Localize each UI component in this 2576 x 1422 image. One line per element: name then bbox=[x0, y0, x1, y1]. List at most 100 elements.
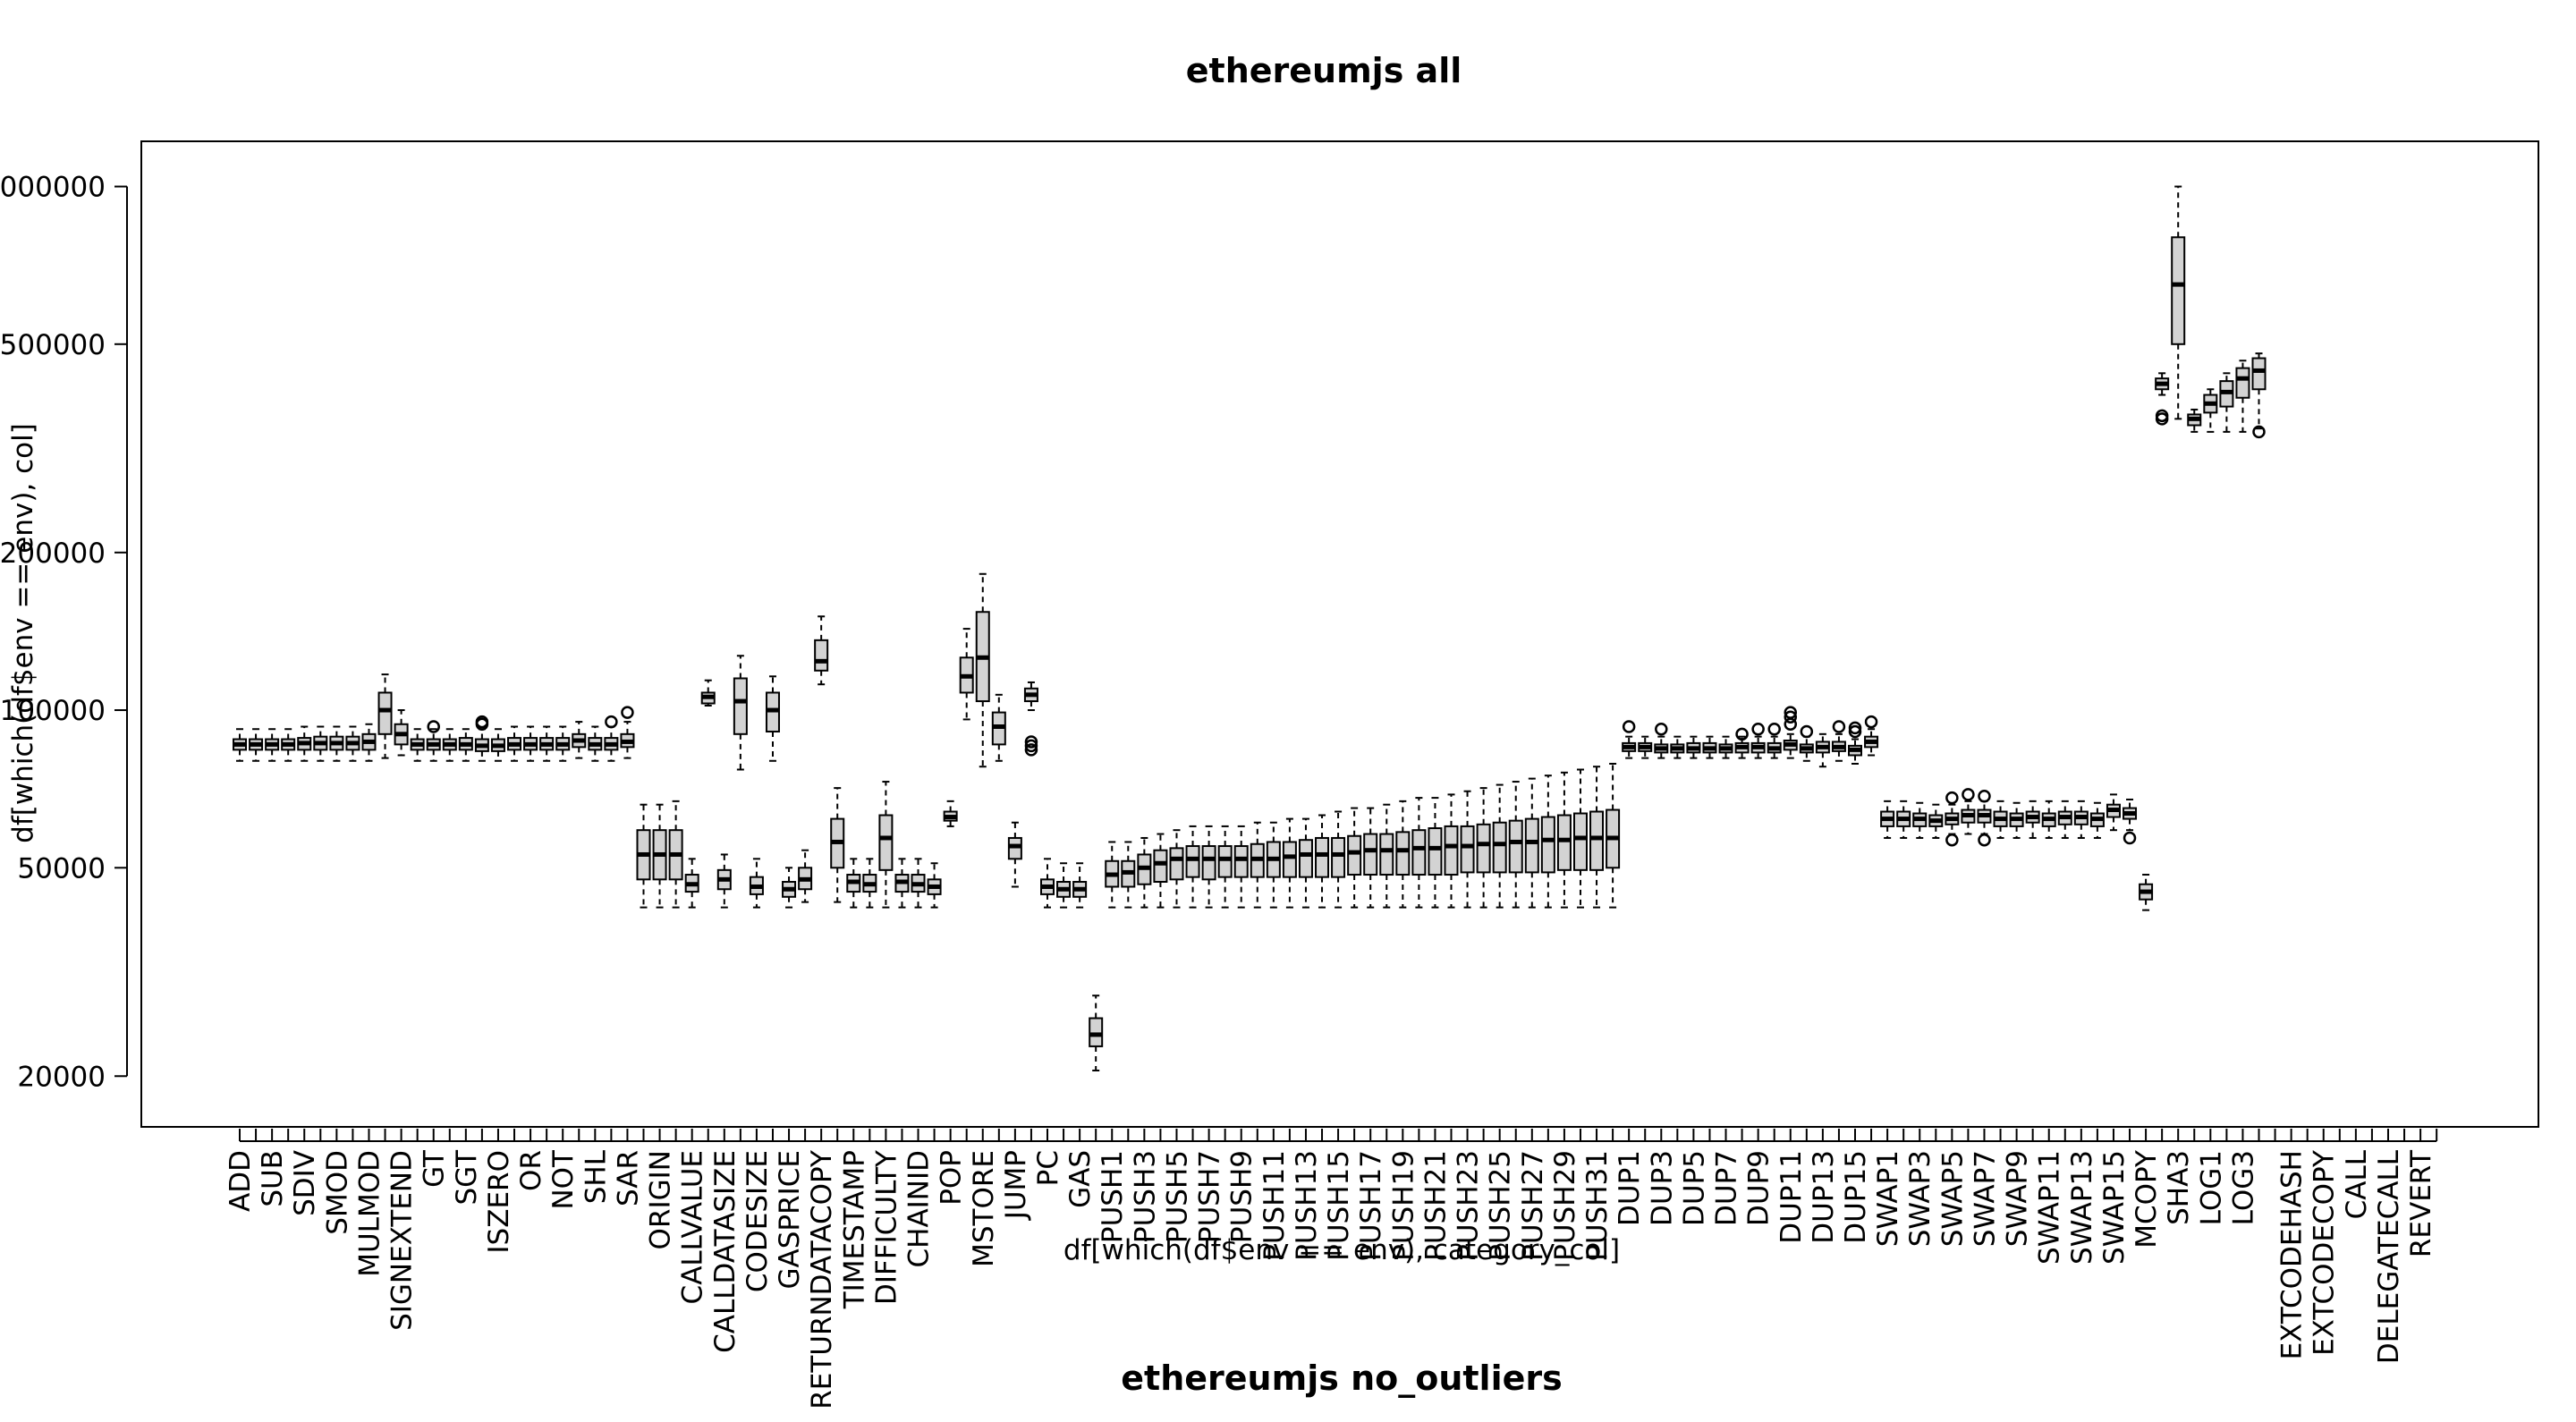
box-dup11 bbox=[1783, 706, 1798, 759]
x-tick-label: RETURNDATACOPY bbox=[806, 1150, 838, 1409]
outlier-point bbox=[427, 720, 440, 733]
x-tick-label: PUSH15 bbox=[1323, 1150, 1355, 1261]
box-gt bbox=[426, 720, 441, 762]
box-addmod bbox=[345, 725, 360, 762]
outlier-point bbox=[1735, 727, 1749, 741]
x-tick-label: DUP13 bbox=[1808, 1150, 1840, 1244]
box-push23 bbox=[1460, 790, 1475, 909]
box-push26 bbox=[1508, 781, 1523, 909]
box-sub bbox=[265, 728, 280, 762]
x-axis: ADD SUB SDIV SMOD MULMOD SIGNEXTEND GT SGT ISZER… bbox=[225, 1129, 2438, 1409]
box-dup5 bbox=[1686, 735, 1701, 759]
box-mcopy bbox=[2139, 874, 2154, 911]
box-calldatacopy bbox=[733, 655, 748, 771]
box-dup9 bbox=[1750, 722, 1766, 759]
x-tick-label: DUP3 bbox=[1646, 1150, 1678, 1226]
box-div bbox=[281, 728, 296, 762]
box-iqr bbox=[2235, 367, 2250, 399]
x-tick-label: PC bbox=[1032, 1150, 1064, 1186]
x-tick-label: PUSH23 bbox=[1453, 1150, 1485, 1261]
box-push4 bbox=[1153, 833, 1168, 909]
box-iqr bbox=[1508, 819, 1523, 874]
outlier-point bbox=[1832, 720, 1846, 733]
box-jump bbox=[1007, 821, 1022, 888]
box-signextend bbox=[394, 709, 409, 757]
box-swap14 bbox=[2089, 801, 2105, 839]
x-tick-label: LOG3 bbox=[2227, 1150, 2259, 1225]
x-tick-label: GASPRICE bbox=[774, 1150, 806, 1290]
outlier-point bbox=[1945, 791, 1959, 805]
box-swap15 bbox=[2106, 793, 2121, 832]
x-tick-label: DUP1 bbox=[1614, 1150, 1646, 1226]
x-tick-label: SGT bbox=[451, 1149, 483, 1206]
box-timestamp bbox=[846, 858, 861, 909]
box-push31 bbox=[1589, 766, 1605, 909]
box-log4 bbox=[2251, 352, 2267, 439]
box-iqr bbox=[1540, 816, 1555, 874]
x-tick-label: DUP9 bbox=[1743, 1150, 1775, 1226]
outlier-point bbox=[2155, 409, 2169, 423]
box-iqr bbox=[1524, 817, 1539, 874]
x-tick-label: PUSH21 bbox=[1419, 1150, 1452, 1261]
x-tick-label: PUSH29 bbox=[1549, 1150, 1581, 1261]
box-caller bbox=[668, 800, 683, 909]
x-tick-label: SUB bbox=[257, 1150, 289, 1207]
box-pop bbox=[943, 800, 958, 827]
x-tick-label: SDIV bbox=[289, 1150, 321, 1216]
x-tick-label: SHL bbox=[580, 1149, 612, 1204]
box-swap9 bbox=[2009, 801, 2024, 839]
box-push16 bbox=[1347, 807, 1362, 909]
x-tick-label: DUP5 bbox=[1678, 1150, 1710, 1226]
x-tick-label: PUSH27 bbox=[1517, 1150, 1549, 1261]
box-mstore bbox=[975, 572, 990, 768]
x-tick-label: GAS bbox=[1064, 1150, 1097, 1208]
outlier-point bbox=[1800, 724, 1814, 739]
plot-frame bbox=[140, 140, 2539, 1128]
box-swap3 bbox=[1912, 801, 1928, 839]
box-log1 bbox=[2203, 388, 2218, 433]
x-tick-label: REVERT bbox=[2405, 1149, 2437, 1257]
x-tick-label: EXTCODECOPY bbox=[2309, 1150, 2341, 1356]
box-xor bbox=[539, 725, 555, 762]
x-tick-label: TIMESTAMP bbox=[838, 1150, 870, 1309]
box-sdiv bbox=[297, 725, 312, 762]
outlier-point bbox=[1978, 833, 1991, 847]
box-selfbalance bbox=[927, 862, 942, 909]
box-not bbox=[555, 725, 571, 762]
box-swap10 bbox=[2025, 800, 2040, 839]
outlier-point bbox=[1784, 710, 1798, 724]
box-push15 bbox=[1331, 810, 1346, 909]
box-iqr bbox=[1492, 821, 1507, 874]
outlier-point bbox=[1024, 735, 1038, 749]
box-address bbox=[636, 803, 651, 909]
box-slt bbox=[442, 728, 457, 762]
box-push13 bbox=[1298, 817, 1313, 909]
box-iqr bbox=[1089, 1017, 1104, 1047]
box-push27 bbox=[1524, 777, 1539, 909]
box-number bbox=[862, 858, 877, 909]
x-tick-label: SAR bbox=[612, 1150, 644, 1206]
outlier-point bbox=[1864, 715, 1878, 729]
x-tick-label: PUSH1 bbox=[1097, 1150, 1129, 1243]
box-push11 bbox=[1266, 821, 1281, 909]
box-swap13 bbox=[2073, 800, 2089, 839]
box-push1 bbox=[1105, 841, 1120, 909]
box-iqr bbox=[1153, 849, 1168, 884]
box-mod bbox=[313, 725, 328, 762]
box-push25 bbox=[1492, 783, 1507, 909]
box-gas bbox=[1072, 862, 1088, 909]
outlier-point bbox=[1655, 722, 1668, 736]
box-iqr bbox=[1460, 825, 1475, 874]
outlier-point bbox=[621, 706, 634, 719]
box-iqr bbox=[1315, 836, 1330, 878]
x-tick-label: CALLDATASIZE bbox=[709, 1150, 741, 1353]
x-tick-label: PUSH7 bbox=[1194, 1150, 1226, 1243]
x-tick-label: PUSH25 bbox=[1485, 1150, 1517, 1261]
box-iqr bbox=[1379, 833, 1394, 876]
x-tick-label: DELEGATECALL bbox=[2373, 1149, 2405, 1364]
x-tick-label: SWAP5 bbox=[1936, 1150, 1969, 1247]
y-axis-label: df[which(df$env == env), col] bbox=[7, 423, 39, 843]
box-log0 bbox=[2187, 408, 2202, 433]
x-tick-label: CALLVALUE bbox=[677, 1150, 709, 1304]
